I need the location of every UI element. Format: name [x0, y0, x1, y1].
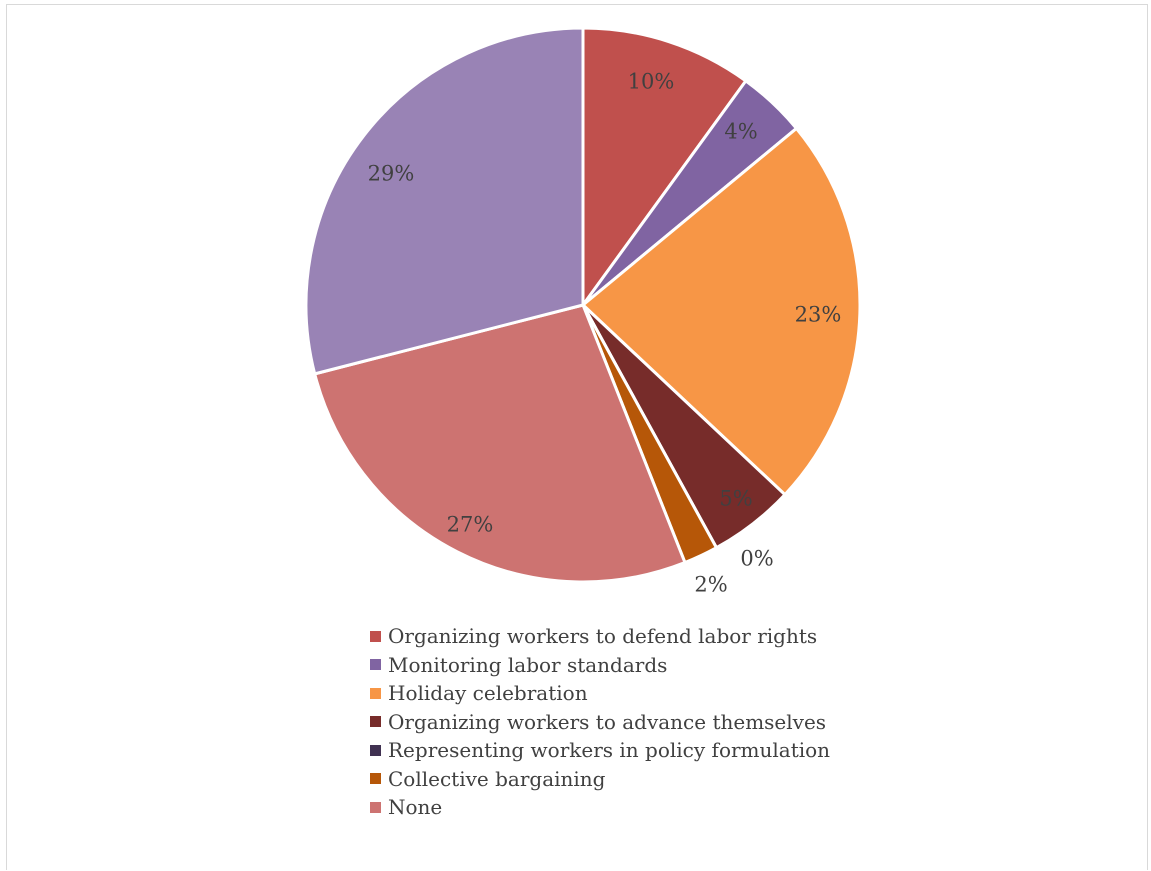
slice-data-label: 27% [447, 513, 494, 537]
pie-chart: 10% 4% 23% 5% 0% 2% 27% 29% [304, 26, 862, 597]
legend-item: None [370, 793, 830, 822]
legend-label: None [388, 795, 443, 820]
legend-swatch [370, 773, 381, 785]
legend-swatch [370, 716, 381, 728]
slice-data-label: 10% [628, 70, 675, 94]
legend-swatch [370, 744, 381, 756]
legend-swatch [370, 659, 381, 671]
legend-label: Monitoring labor standards [388, 652, 668, 677]
slice-data-label: 0% [740, 547, 773, 571]
legend-item: Collective bargaining [370, 765, 830, 794]
legend-item: Organizing workers to defend labor right… [370, 622, 830, 651]
legend-item: Representing workers in policy formulati… [370, 736, 830, 765]
slice-data-label: 4% [724, 120, 757, 144]
legend-label: Representing workers in policy formulati… [388, 738, 831, 763]
legend-item: Organizing workers to advance themselves [370, 708, 830, 737]
pie-slice [581, 126, 862, 497]
pie-data-labels: 10% 4% 23% 5% 0% 2% 27% 29% [368, 70, 842, 597]
slice-data-label: 29% [368, 162, 415, 186]
chart-legend: Organizing workers to defend labor right… [370, 622, 830, 822]
legend-swatch [370, 630, 381, 642]
pie-slice [304, 26, 585, 376]
pie-slices [304, 26, 862, 584]
legend-item: Monitoring labor standards [370, 651, 830, 680]
legend-label: Collective bargaining [388, 766, 606, 791]
legend-label: Organizing workers to advance themselves [388, 709, 827, 734]
legend-swatch [370, 687, 381, 699]
pie-slice [313, 303, 687, 584]
legend-swatch [370, 801, 381, 813]
slice-data-label: 2% [694, 573, 727, 597]
chart-frame [6, 4, 1148, 870]
slice-data-label: 23% [795, 303, 842, 327]
pie-slice [581, 26, 748, 307]
slice-data-label: 5% [719, 487, 752, 511]
legend-label: Holiday celebration [388, 681, 588, 706]
legend-item: Holiday celebration [370, 679, 830, 708]
legend-label: Organizing workers to defend labor right… [388, 624, 818, 649]
